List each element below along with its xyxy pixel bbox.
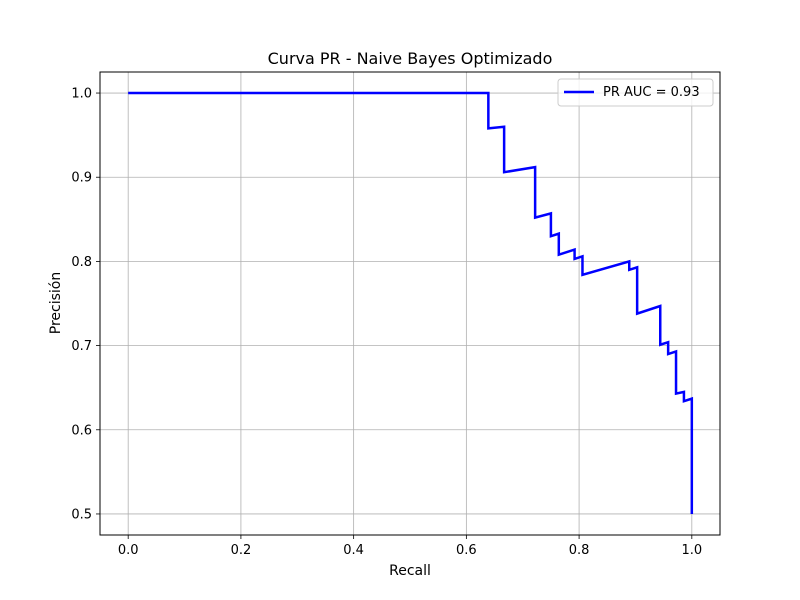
x-axis-title: Recall <box>389 563 431 579</box>
series-layer <box>128 91 694 514</box>
y-tick-label: 0.9 <box>71 171 92 186</box>
grid-lines <box>100 72 720 535</box>
y-tick-label: 0.7 <box>71 339 92 354</box>
y-tick-label: 0.6 <box>71 423 92 438</box>
ticks: 0.0 0.2 0.4 0.6 0.8 1.0 0.5 0.6 0.7 0.8 0.9 1.0 <box>71 87 702 558</box>
x-tick-label: 0.2 <box>231 543 252 558</box>
y-tick-label: 0.8 <box>71 255 92 270</box>
legend-box <box>557 78 714 107</box>
chart-title: Curva PR - Naive Bayes Optimizado <box>268 49 553 68</box>
y-axis-title: Precisión <box>48 272 64 334</box>
x-tick-label: 0.6 <box>456 543 477 558</box>
legend: PR AUC = 0.93 <box>557 78 714 107</box>
pr-curve-line <box>128 91 694 514</box>
y-tick-label: 1.0 <box>71 87 92 102</box>
x-tick-label: 0.8 <box>569 543 590 558</box>
x-tick-label: 0.0 <box>118 543 139 558</box>
legend-label: PR AUC = 0.93 <box>603 85 700 100</box>
x-tick-label: 0.4 <box>343 543 364 558</box>
x-tick-label: 1.0 <box>681 543 702 558</box>
y-tick-label: 0.5 <box>71 507 92 522</box>
plot-frame <box>99 71 721 536</box>
